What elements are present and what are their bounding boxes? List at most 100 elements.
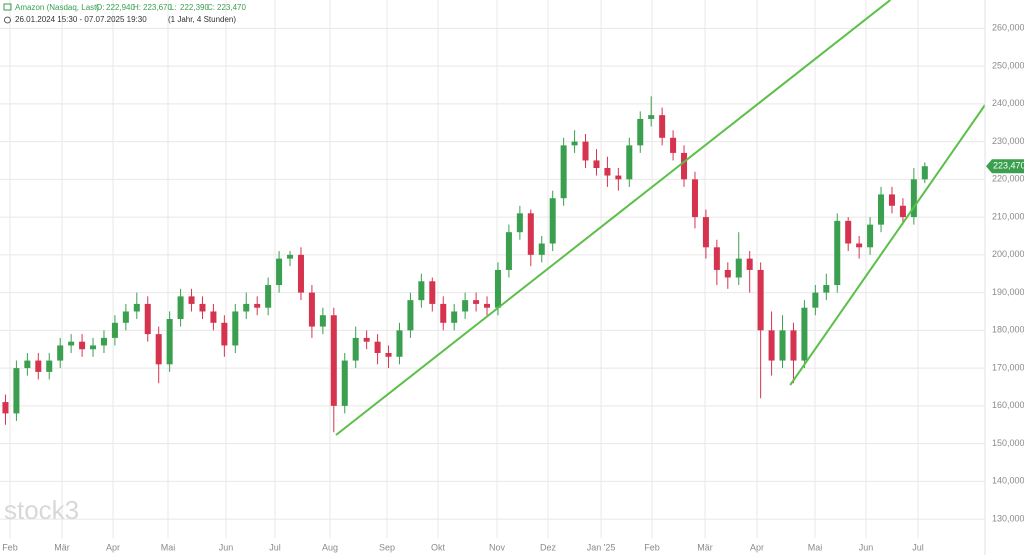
x-tick-label: Sep [379, 542, 395, 552]
candle-body [276, 258, 283, 286]
candle-body [13, 368, 20, 414]
y-tick-label: 190,000 [992, 287, 1024, 297]
candle-body [648, 115, 655, 119]
ohlc-value: 222,940 [106, 3, 135, 12]
clock-icon [4, 16, 11, 24]
candle-body [812, 292, 819, 308]
y-tick-label: 170,000 [992, 362, 1024, 372]
last-price-label: 223,470 [993, 161, 1024, 171]
candle-body [363, 337, 370, 342]
candle-body [790, 330, 797, 361]
x-tick-label: Dez [540, 542, 557, 552]
candle-body [352, 337, 359, 361]
candle-body [823, 285, 830, 293]
candle-body [473, 300, 480, 304]
candle-body [724, 269, 731, 278]
candle-body [287, 254, 294, 259]
ohlc-value: 223,470 [217, 3, 246, 12]
x-tick-label: Apr [106, 542, 120, 552]
candle-body [462, 300, 469, 312]
candle-body [330, 315, 337, 406]
y-tick-label: 200,000 [992, 249, 1024, 259]
y-tick-label: 150,000 [992, 438, 1024, 448]
candle-body [801, 307, 808, 361]
candle-body [177, 296, 184, 320]
candle-body [24, 360, 31, 369]
candle-body [735, 258, 742, 278]
candle-body [265, 285, 272, 308]
candle-body [188, 296, 195, 304]
candle-body [527, 213, 534, 255]
x-tick-label: Mai [808, 542, 823, 552]
x-tick-label: Mai [161, 542, 176, 552]
candle-body [374, 341, 381, 354]
candle-body [615, 175, 622, 180]
candle-body [691, 179, 698, 218]
candle-body [396, 330, 403, 357]
y-tick-label: 210,000 [992, 211, 1024, 221]
candle-body [46, 360, 53, 372]
candle-body [637, 118, 644, 146]
candle-body [856, 243, 863, 248]
candle-body [57, 345, 64, 361]
candle-body [155, 334, 162, 365]
x-tick-label: Apr [750, 542, 764, 552]
ohlc-value: 222,390 [180, 3, 209, 12]
candle-body [670, 137, 677, 153]
candle-body [757, 269, 764, 331]
candle-body [133, 303, 140, 312]
candle-body [429, 281, 436, 304]
candle-body [593, 160, 600, 169]
x-tick-label: Nov [489, 542, 506, 552]
x-tick-label: Mär [697, 542, 713, 552]
candle-body [582, 141, 589, 161]
y-tick-label: 130,000 [992, 513, 1024, 523]
candle-body [232, 311, 239, 346]
x-tick-label: Mär [54, 542, 70, 552]
candle-body [100, 337, 107, 346]
candle-body [921, 166, 928, 180]
candle-body [68, 341, 75, 346]
candle-body [341, 360, 348, 406]
candle-body [35, 360, 42, 372]
x-tick-label: Jul [912, 542, 924, 552]
x-tick-label: Okt [431, 542, 446, 552]
candle-body [571, 141, 578, 146]
candle-body [122, 311, 129, 323]
x-tick-label: Feb [2, 542, 18, 552]
candle-body [845, 220, 852, 244]
x-tick-label: Jan '25 [587, 542, 616, 552]
x-tick-label: Aug [322, 542, 338, 552]
candle-body [604, 168, 611, 176]
candle-body [297, 254, 304, 293]
candle-body [144, 303, 151, 335]
last-price-badge [986, 159, 1024, 174]
candle-body [210, 311, 217, 323]
candle-body [111, 322, 118, 338]
candle-body [308, 292, 315, 327]
y-tick-label: 260,000 [992, 23, 1024, 33]
candle-body [319, 315, 326, 327]
y-tick-label: 140,000 [992, 476, 1024, 486]
candle-body [440, 303, 447, 323]
trendline [789, 104, 985, 386]
ohlc-name: C: [207, 3, 215, 12]
candle-body [746, 258, 753, 270]
candle-body [79, 341, 86, 350]
candle-body [221, 322, 228, 346]
instrument-name: Amazon (Nasdaq, Last) [15, 3, 99, 12]
candle-body [779, 330, 786, 361]
range-note: (1 Jahr, 4 Stunden) [168, 15, 236, 24]
candle-body [834, 220, 841, 286]
candle-body [254, 303, 261, 308]
ohlc-value: 223,670 [143, 3, 172, 12]
candle-body [681, 152, 688, 180]
candle-body [385, 353, 392, 357]
plot-area [2, 0, 985, 436]
x-tick-label: Jun [219, 542, 234, 552]
candle-body [560, 145, 567, 199]
watermark: stock3 [4, 495, 79, 525]
candle-body [494, 269, 501, 308]
instrument-icon [3, 3, 12, 11]
